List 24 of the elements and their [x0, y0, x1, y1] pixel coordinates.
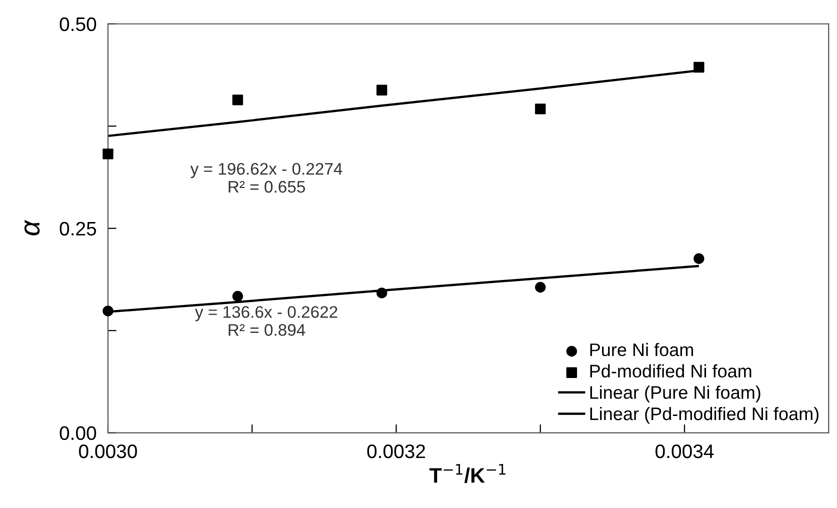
- y-axis-title: α: [24, 220, 40, 236]
- y-tick-label: 0.25: [60, 222, 96, 236]
- x-tick-label: 0.0030: [79, 444, 137, 458]
- legend-label: Linear (Pd-modified Ni foam): [590, 406, 818, 424]
- x-tick-label: 0.0034: [656, 444, 714, 458]
- point: [232, 290, 244, 302]
- point: [694, 62, 704, 73]
- y-tick-label: 0.50: [60, 17, 96, 32]
- point: [376, 288, 388, 298]
- annotation: y = 136.6x - 0.2622 R² = 0.894: [194, 306, 338, 336]
- legend-label: Pd-modified Ni foam: [590, 364, 752, 378]
- point: [102, 306, 114, 316]
- point: [694, 253, 704, 264]
- point: [535, 282, 546, 293]
- x-tick-label: 0.0032: [367, 444, 425, 458]
- annotation: y = 196.62x - 0.2274 R² = 0.655: [190, 162, 342, 193]
- point: [535, 104, 546, 114]
- legend-label: Pure Ni foam: [590, 342, 693, 356]
- point: [232, 94, 244, 106]
- x-axis-title: T$^{−1}$/K$^{−1}$: [429, 464, 506, 483]
- point: [376, 84, 388, 96]
- legend-label: Linear (Pure Ni foam): [590, 386, 760, 402]
- point: [102, 148, 114, 160]
- y-tick-label: 0.00: [60, 426, 96, 440]
